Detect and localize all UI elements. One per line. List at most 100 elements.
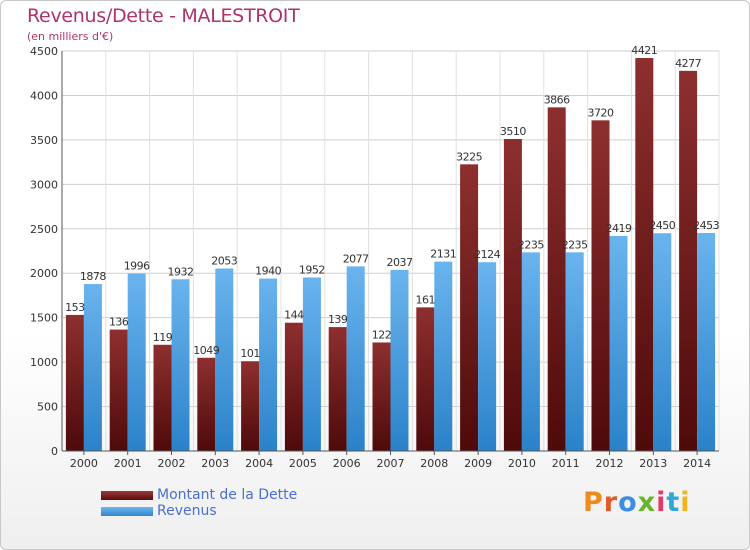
y-tick-label: 500 bbox=[37, 401, 58, 414]
bars bbox=[65, 58, 716, 452]
bar-revenus-2004 bbox=[259, 278, 278, 451]
bar-debt-2006 bbox=[328, 327, 347, 451]
data-label-revenus-2006: 2077 bbox=[343, 252, 369, 265]
y-tick-label: 4500 bbox=[30, 45, 58, 58]
data-label-revenus-2001: 1996 bbox=[124, 260, 150, 273]
x-tick-label: 2009 bbox=[464, 457, 492, 470]
bar-debt-2008 bbox=[416, 307, 435, 451]
bar-revenus-2009 bbox=[478, 262, 497, 451]
bar-revenus-2014 bbox=[697, 232, 716, 451]
data-label-debt-2006: 139 bbox=[328, 313, 348, 326]
y-tick-label: 0 bbox=[51, 445, 58, 458]
x-tick-label: 2001 bbox=[114, 457, 142, 470]
legend-item-debt: Montant de la Dette bbox=[101, 487, 297, 503]
legend-label-debt: Montant de la Dette bbox=[157, 487, 298, 503]
bar-revenus-2006 bbox=[346, 266, 365, 451]
legend-item-revenus: Revenus bbox=[101, 503, 297, 519]
data-label-revenus-2000: 1878 bbox=[80, 270, 106, 283]
bar-debt-2010 bbox=[503, 139, 522, 451]
x-tick-label: 2011 bbox=[552, 457, 580, 470]
bar-revenus-2007 bbox=[390, 269, 409, 451]
data-label-revenus-2010: 2235 bbox=[518, 238, 544, 251]
data-label-debt-2013: 4421 bbox=[631, 44, 657, 57]
x-tick-label: 2002 bbox=[158, 457, 186, 470]
y-tick-label: 1000 bbox=[30, 356, 58, 369]
x-tick-label: 2005 bbox=[289, 457, 317, 470]
legend-swatch-debt bbox=[101, 490, 153, 500]
y-tick-label: 2000 bbox=[30, 267, 58, 280]
logo-letter: t bbox=[666, 487, 681, 518]
chart-title: Revenus/Dette - MALESTROIT bbox=[27, 5, 300, 27]
data-label-revenus-2011: 2235 bbox=[562, 238, 588, 251]
logo-letter: r bbox=[603, 487, 619, 518]
data-label-debt-2011: 3866 bbox=[544, 93, 570, 106]
y-tick-label: 2500 bbox=[30, 223, 58, 236]
x-tick-label: 2004 bbox=[245, 457, 273, 470]
data-label-revenus-2012: 2419 bbox=[606, 222, 632, 235]
logo-letter: x bbox=[637, 487, 657, 518]
x-tick-label: 2000 bbox=[70, 457, 98, 470]
bar-revenus-2013 bbox=[653, 233, 672, 451]
bar-debt-2005 bbox=[284, 322, 303, 451]
data-label-revenus-2002: 1932 bbox=[168, 265, 194, 278]
bar-revenus-2011 bbox=[565, 252, 584, 451]
bar-debt-2007 bbox=[372, 342, 391, 451]
x-tick-label: 2014 bbox=[683, 457, 711, 470]
bar-revenus-2008 bbox=[434, 261, 453, 451]
bar-debt-2009 bbox=[460, 164, 479, 452]
x-tick-label: 2008 bbox=[420, 457, 448, 470]
bar-revenus-2005 bbox=[302, 277, 321, 451]
bar-revenus-2010 bbox=[521, 252, 540, 451]
logo-letter: i bbox=[680, 487, 691, 518]
data-label-revenus-2014: 2453 bbox=[693, 219, 719, 232]
legend-label-revenus: Revenus bbox=[157, 503, 217, 519]
data-label-debt-2000: 153 bbox=[65, 301, 85, 314]
y-tick-label: 3500 bbox=[30, 134, 58, 147]
data-label-revenus-2008: 2131 bbox=[430, 248, 456, 261]
data-label-debt-2002: 119 bbox=[153, 331, 173, 344]
data-label-debt-2004: 101 bbox=[240, 347, 260, 360]
bar-revenus-2012 bbox=[609, 235, 628, 451]
bar-revenus-2001 bbox=[127, 273, 146, 451]
proxiti-logo: Proxiti bbox=[583, 487, 691, 518]
data-label-debt-2009: 3225 bbox=[456, 150, 482, 163]
data-label-revenus-2005: 1952 bbox=[299, 263, 325, 276]
chart-subtitle: (en milliers d'€) bbox=[27, 30, 114, 43]
logo-letter: P bbox=[583, 487, 604, 518]
data-labels: 153 1878 136 1996 119 1932 1049 2053 101 1940 144 1… bbox=[65, 44, 720, 360]
legend-swatch-revenus bbox=[101, 506, 153, 516]
data-label-debt-2007: 122 bbox=[372, 328, 392, 341]
bar-debt-2011 bbox=[547, 107, 566, 451]
bar-debt-2000 bbox=[65, 314, 84, 451]
bar-debt-2012 bbox=[591, 120, 610, 451]
x-tick-label: 2010 bbox=[508, 457, 536, 470]
data-label-debt-2008: 161 bbox=[416, 293, 436, 306]
legend: Montant de la Dette Revenus bbox=[101, 487, 297, 519]
data-label-revenus-2003: 2053 bbox=[211, 255, 237, 268]
data-label-revenus-2013: 2450 bbox=[649, 219, 675, 232]
bar-debt-2014 bbox=[679, 70, 698, 452]
data-label-revenus-2007: 2037 bbox=[387, 256, 413, 269]
data-label-debt-2010: 3510 bbox=[500, 125, 526, 138]
axes: 0 500 1000 1500 2000 2500 3000 3500 4000 4500 2000… bbox=[30, 45, 719, 470]
data-label-debt-2012: 3720 bbox=[588, 106, 614, 119]
data-label-debt-2001: 136 bbox=[109, 316, 129, 329]
bar-debt-2004 bbox=[241, 361, 260, 451]
y-tick-label: 1500 bbox=[30, 312, 58, 325]
logo-letter: i bbox=[656, 487, 667, 518]
x-tick-label: 2013 bbox=[639, 457, 667, 470]
bar-debt-2001 bbox=[109, 329, 128, 451]
data-label-revenus-2009: 2124 bbox=[474, 248, 500, 261]
data-label-debt-2005: 144 bbox=[284, 309, 304, 322]
bar-debt-2003 bbox=[197, 357, 216, 451]
x-tick-label: 2007 bbox=[377, 457, 405, 470]
x-tick-label: 2012 bbox=[596, 457, 624, 470]
bar-debt-2013 bbox=[635, 58, 654, 452]
logo-letter: o bbox=[618, 487, 638, 518]
bar-revenus-2002 bbox=[171, 279, 190, 451]
bar-debt-2002 bbox=[153, 344, 172, 451]
bar-revenus-2003 bbox=[215, 268, 234, 451]
data-label-debt-2014: 4277 bbox=[675, 57, 701, 70]
